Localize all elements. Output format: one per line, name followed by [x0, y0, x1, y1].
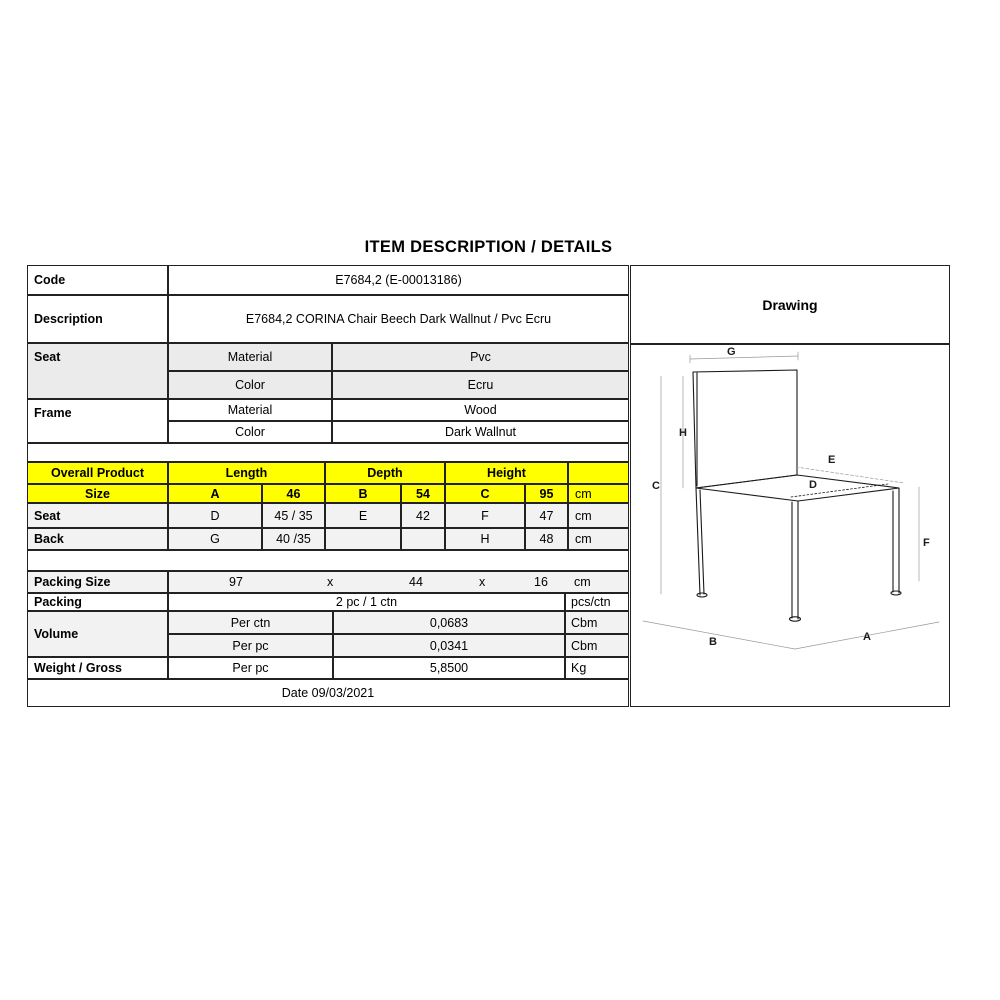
svg-text:B: B — [709, 636, 717, 648]
svg-text:D: D — [809, 479, 817, 491]
svg-text:G: G — [727, 346, 736, 358]
svg-text:F: F — [923, 537, 930, 549]
svg-text:H: H — [679, 427, 687, 439]
svg-text:A: A — [863, 631, 871, 643]
svg-text:E: E — [828, 454, 835, 466]
svg-text:C: C — [652, 480, 660, 492]
